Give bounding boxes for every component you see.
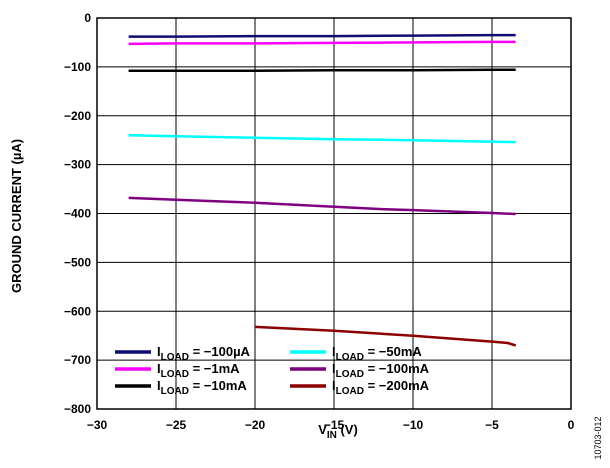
y-axis-title: GROUND CURRENT (µA) [9,139,24,293]
y-tick-label: −200 [64,109,91,123]
x-tick-label: −15 [324,418,345,432]
tick-labels: −30 −25 −20 −15 −10 −5 00−100−200−300−400−500−… [64,11,575,432]
series-line-2 [128,40,516,46]
series-line-1 [128,33,516,38]
x-tick-label: 0 [568,418,575,432]
legend-label-1: ILOAD = −100µA [157,344,251,363]
x-tick-label: −20 [245,418,266,432]
series-line-4 [128,134,516,144]
y-tick-label: −800 [64,402,91,416]
y-tick-label: 0 [84,11,91,25]
legend-label-5: ILOAD = −100mA [332,361,430,380]
legend-label-3: ILOAD = −10mA [157,378,247,397]
legend-label-2: ILOAD = −1mA [157,361,240,380]
series-line-6 [254,325,517,347]
x-tick-label: −30 [87,418,108,432]
figure-id: 10703-012 [593,416,603,459]
series-lines [128,33,517,347]
legend-label-6: ILOAD = −200mA [332,378,430,397]
y-tick-label: −600 [64,304,91,318]
legend-label-4: ILOAD = −50mA [332,344,422,363]
x-tick-label: −25 [166,418,187,432]
y-tick-label: −100 [64,60,91,74]
y-tick-label: −500 [64,255,91,269]
y-tick-label: −400 [64,207,91,221]
series-line-5 [128,196,516,216]
y-tick-label: −700 [64,353,91,367]
x-axis-title: VIN (V) [318,422,358,441]
x-tick-label: −10 [403,418,424,432]
x-tick-label: −5 [485,418,499,432]
series-line-3 [128,68,516,73]
plot-frame [96,17,572,410]
y-tick-label: −300 [64,158,91,172]
